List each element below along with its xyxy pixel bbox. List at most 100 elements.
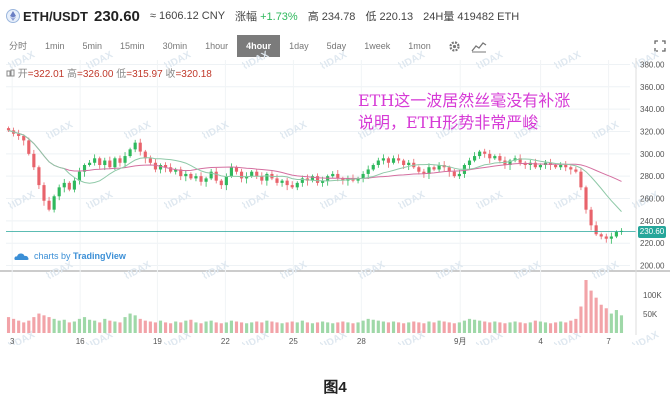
idax-watermark: ⌇IDAX ⌇IDAX ⌇IDAX ⌇IDAX ⌇IDAX ⌇IDAX ⌇IDAX ⌇IDAX… [6, 49, 670, 345]
candle-body [594, 225, 598, 235]
volume-bar [47, 317, 51, 333]
timeframe-toolbar: 分时 1min 5min 15min 30min 1hour 4hour 1da… [0, 35, 670, 57]
volume-bar [103, 318, 107, 333]
candle-body [88, 162, 92, 165]
candle-body [118, 158, 122, 163]
candle-body [57, 187, 61, 197]
volume-bar [548, 323, 553, 333]
volume-bar [432, 322, 436, 333]
candle-body [6, 128, 11, 131]
volume-bar [42, 315, 46, 333]
volume-bar [407, 322, 411, 333]
tab-timeframe-8[interactable]: 5day [326, 41, 347, 51]
volume-bar [336, 322, 340, 333]
candle-body [508, 160, 512, 165]
volume-bar [381, 321, 385, 333]
pair-name[interactable]: ETH/USDT [23, 8, 88, 24]
candle-body [113, 158, 117, 168]
candle-body [133, 142, 137, 150]
low-label: 低 [365, 11, 377, 23]
indicator-icon[interactable] [468, 35, 489, 57]
candle-body [224, 176, 228, 186]
candle-body [255, 171, 259, 177]
tab-timeframe-4[interactable]: 30min [162, 41, 188, 51]
tab-timeframe-7[interactable]: 1day [289, 41, 309, 51]
price-tick-label: 380.00 [640, 60, 665, 69]
volume-axis: 100K 50K [643, 291, 662, 319]
watermark-mark: ⌇IDAX [474, 49, 505, 72]
chart-grid [0, 60, 670, 333]
fullscreen-icon[interactable] [649, 35, 670, 57]
volume-bar [437, 320, 441, 333]
candle-body [143, 151, 147, 159]
candle-body [295, 182, 299, 188]
price-chart[interactable]: ⌇IDAX ⌇IDAX ⌇IDAX ⌇IDAX ⌇IDAX ⌇IDAX ⌇IDAX ⌇IDAX… [0, 0, 670, 345]
candle-body [250, 171, 254, 177]
volume-bar [295, 322, 299, 333]
candle-body [153, 162, 158, 170]
volume-bar [123, 317, 127, 333]
volume-bar [285, 322, 289, 333]
candle-body [285, 180, 289, 186]
volume-bar [6, 317, 11, 333]
watermark-mark: ⌇IDAX [590, 119, 621, 142]
tab-timeframe-0[interactable]: 分时 [9, 41, 28, 51]
watermark-mark: ⌇IDAX [396, 189, 427, 212]
candle-body [169, 167, 173, 172]
low-stat: 低 220.13 [365, 8, 413, 24]
volume-bar [412, 321, 416, 333]
watermark-mark: ⌇IDAX [318, 189, 349, 212]
candle-body [478, 151, 482, 157]
candlesticks [6, 126, 624, 244]
watermark-mark: ⌇IDAX [240, 49, 271, 72]
candle-body [138, 142, 142, 152]
price-tick-label: 360.00 [640, 83, 665, 92]
tab-timeframe-3[interactable]: 15min [120, 41, 145, 51]
volume-bar [315, 322, 320, 333]
tradingview-attribution[interactable]: charts by TradingView [14, 251, 126, 261]
volume-bar [239, 322, 244, 333]
moving-average-fast [8, 129, 622, 182]
volume-bar [614, 310, 618, 333]
candle-body [609, 236, 613, 239]
volume-tick-label: 50K [643, 310, 658, 319]
tab-timeframe-1[interactable]: 1min [45, 41, 65, 51]
watermark-mark: ⌇IDAX [590, 259, 621, 282]
volume-bar [138, 318, 142, 333]
volume-bar [417, 322, 421, 333]
volume-bar [305, 322, 309, 333]
tab-timeframe-2[interactable]: 5min [82, 41, 103, 51]
candle-body [72, 180, 76, 190]
candle-body [98, 158, 102, 165]
cloud-icon [14, 252, 29, 260]
attribution-brand: TradingView [73, 251, 126, 261]
volume-bar [37, 313, 41, 333]
volume-bar [356, 322, 360, 333]
volume-bar [351, 323, 355, 333]
gear-icon[interactable] [444, 35, 465, 57]
tab-timeframe-6[interactable]: 4hour [237, 35, 281, 57]
candle-body [290, 185, 294, 188]
candle-body [341, 178, 345, 181]
candle-body [189, 173, 193, 179]
volume-bar [397, 322, 401, 333]
watermark-mark: ⌇IDAX [44, 259, 75, 282]
candle-body [280, 180, 284, 183]
volume-stat: 24H量 419482 ETH [423, 8, 519, 24]
volume-bar [493, 321, 497, 333]
volume-bar [508, 322, 512, 333]
volume-bar [52, 318, 56, 333]
candle-body [108, 160, 112, 168]
tab-timeframe-5[interactable]: 1hour [205, 41, 229, 51]
candle-type-icon [6, 69, 15, 77]
volume-bar [326, 322, 330, 333]
candle-body [179, 169, 183, 177]
high-value-ohlc: 326.00 [82, 69, 114, 80]
volume-bar [290, 321, 294, 333]
tab-timeframe-9[interactable]: 1week [364, 41, 391, 51]
candle-body [356, 178, 360, 181]
volume-bar [310, 323, 315, 333]
volume-bar [442, 321, 446, 333]
tab-timeframe-10[interactable]: 1mon [408, 41, 431, 51]
volume-bar [518, 322, 522, 333]
